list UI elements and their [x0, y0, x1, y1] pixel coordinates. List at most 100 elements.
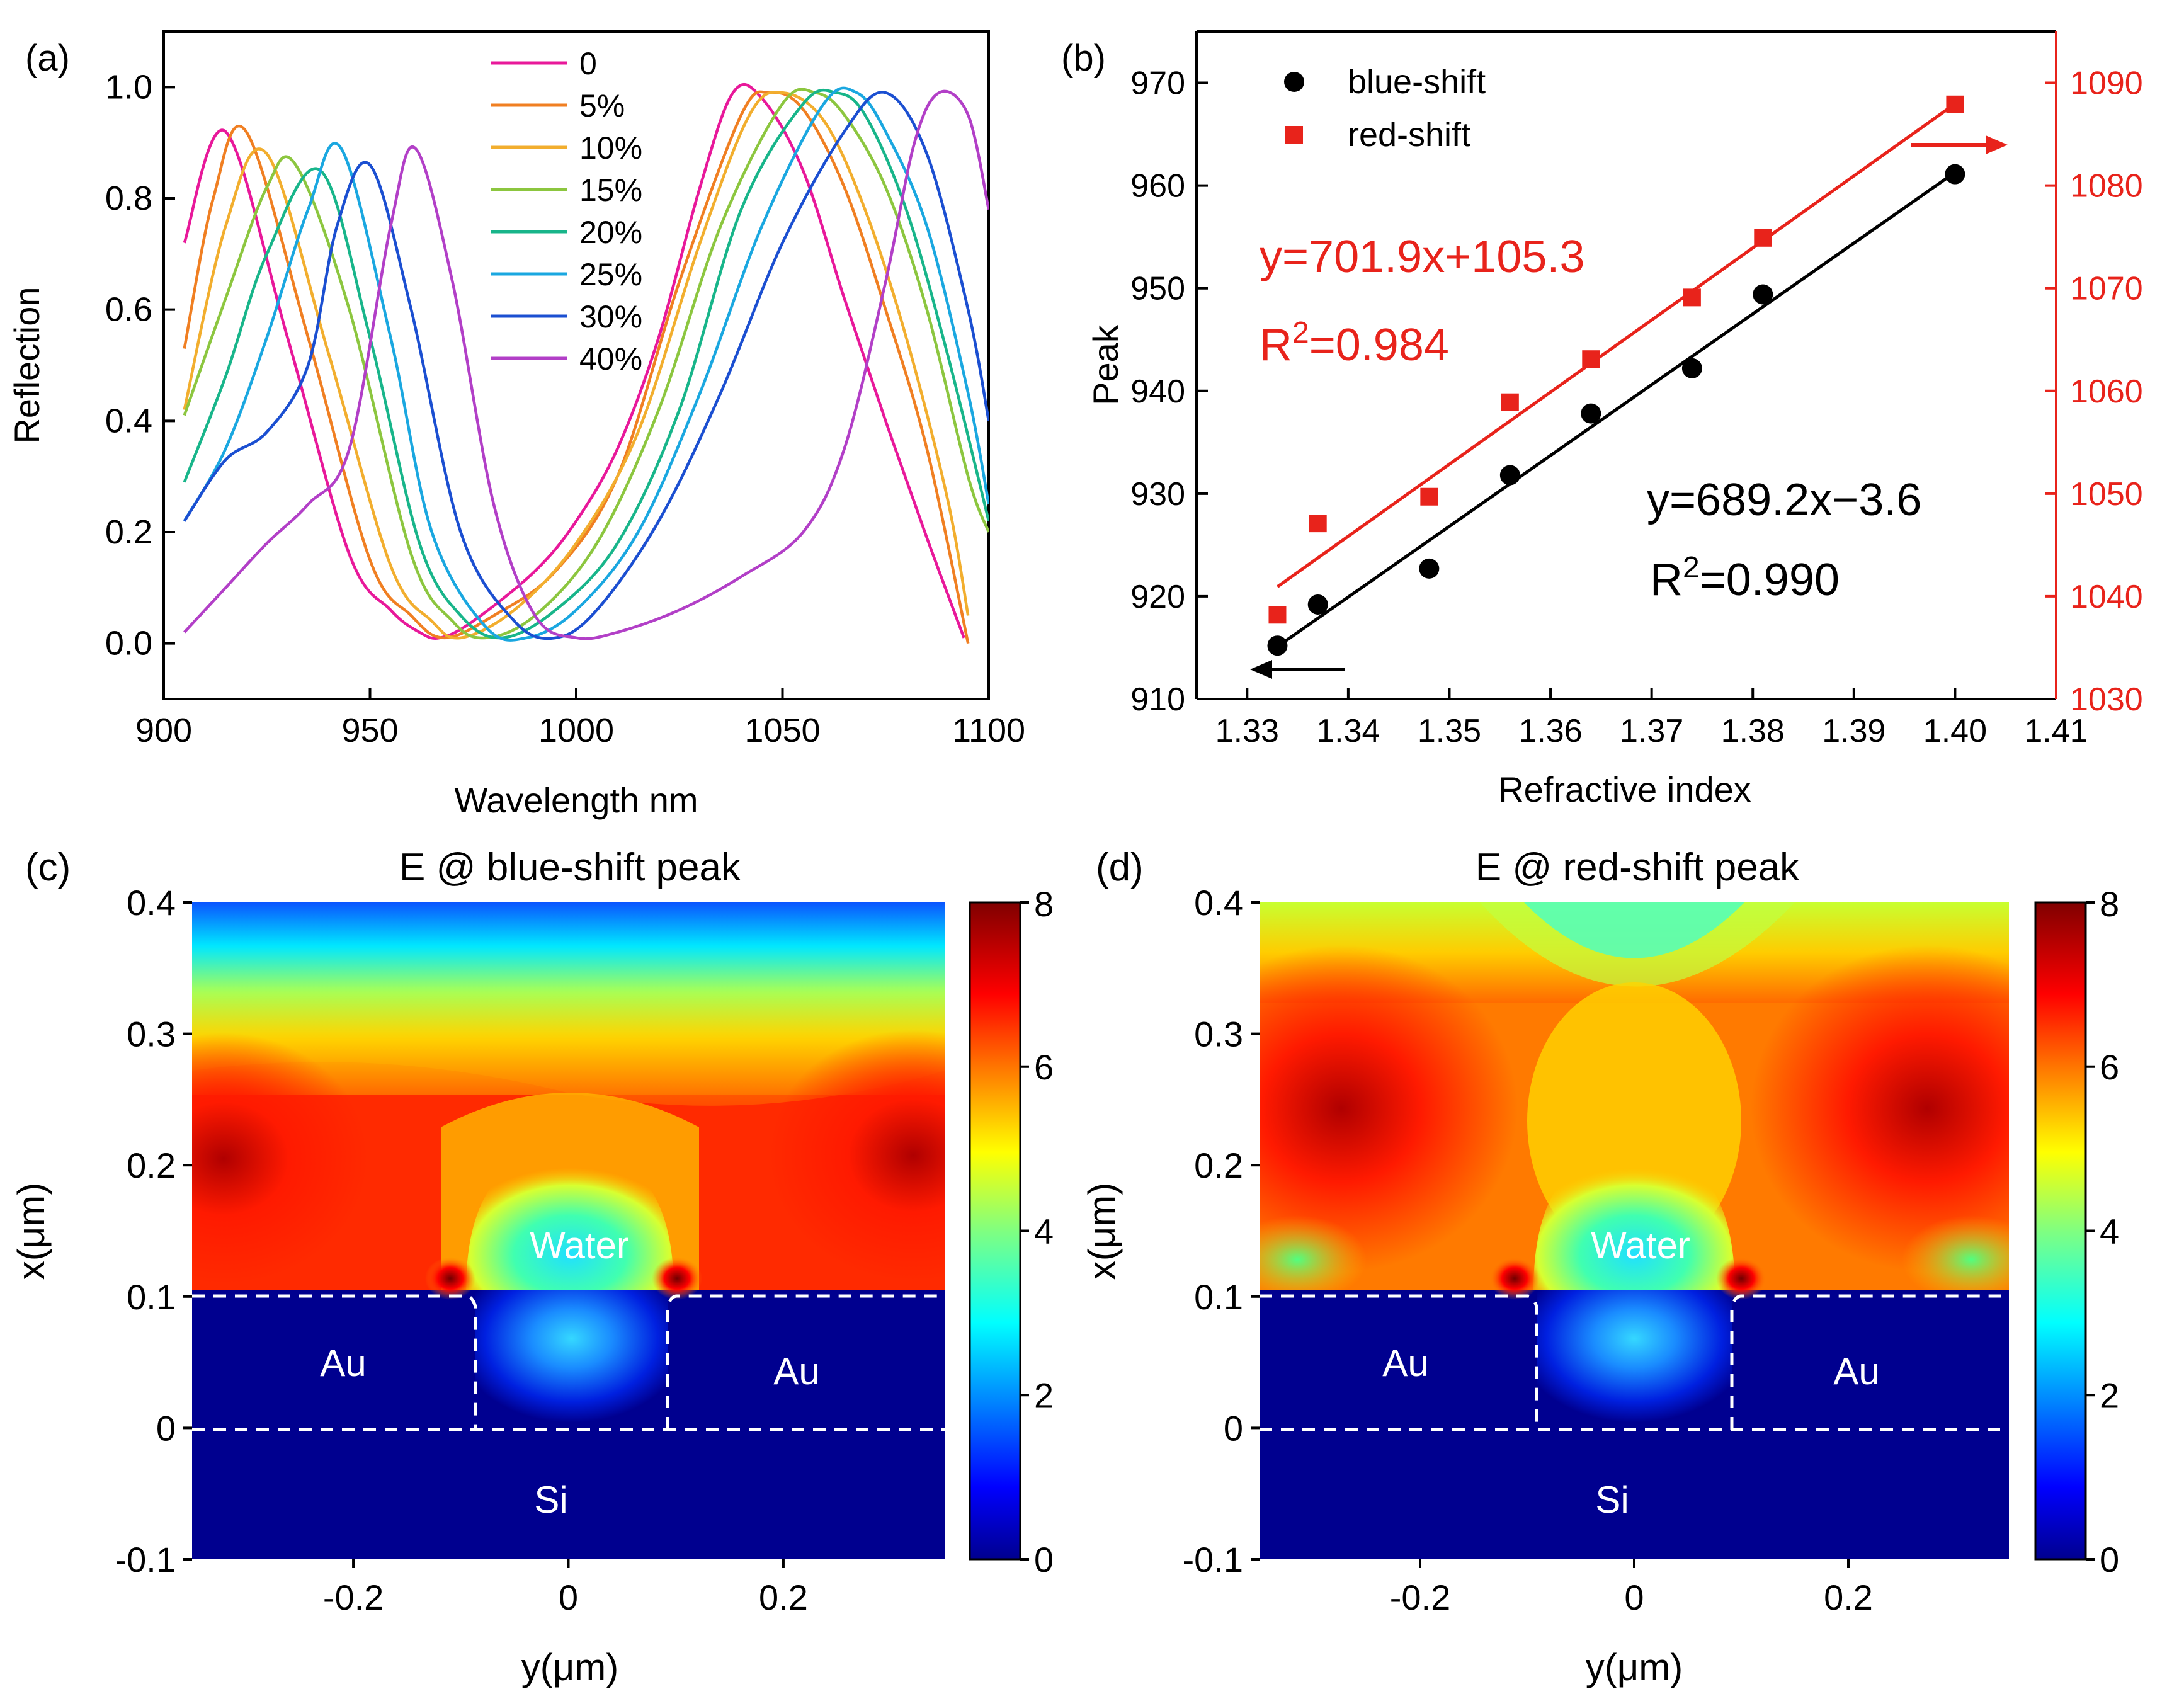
x-axis-ticks: -0.2 0 0.2 [323, 1559, 808, 1617]
colorbar-tick-label: 4 [2100, 1212, 2119, 1251]
panel-label: (a) [25, 38, 70, 79]
right-tick-label: 1060 [2070, 373, 2143, 410]
curve-40% [183, 89, 989, 640]
fit-line-left [1277, 171, 1956, 648]
legend-marker-blue-shift [1284, 72, 1304, 92]
heatmap [1260, 902, 2009, 1559]
black-fit-equation: y=689.2x−3.6 [1647, 475, 1921, 525]
point-red-shift [1582, 350, 1600, 368]
y-tick-label: 0.4 [1194, 883, 1243, 923]
right-tick-label: 1090 [2070, 65, 2143, 102]
right-tick-label: 1070 [2070, 271, 2143, 307]
x-tick-label: 0 [1624, 1578, 1644, 1617]
colorbar-ticks: 0 2 4 6 8 [2086, 884, 2119, 1579]
x-axis-ticks: 900 950 1000 1050 1100 [135, 688, 1025, 749]
panel-label: (b) [1061, 38, 1106, 79]
colorbar-tick-label: 2 [2100, 1375, 2119, 1415]
x-tick-label: 0 [559, 1578, 578, 1617]
y-tick-label: 0.1 [127, 1277, 176, 1317]
point-blue-shift [1499, 465, 1520, 486]
legend-label: 25% [579, 257, 642, 292]
colorbar-tick-label: 6 [2100, 1047, 2119, 1087]
left-tick-label: 960 [1130, 168, 1185, 205]
legend-marker-red-shift [1285, 126, 1303, 144]
y-axis-label: x(μm) [10, 1183, 52, 1280]
legend-label: 40% [579, 341, 642, 377]
x-tick-label: 1.33 [1215, 713, 1279, 749]
right-tick-label: 1040 [2070, 579, 2143, 615]
x-axis-ticks: -0.2 0 0.2 [1390, 1559, 1873, 1617]
panel-a: (a) 900 950 1000 1050 1100 0.0 0.2 0.4 0.6 0.8 1.… [7, 30, 1025, 820]
x-tick-label: -0.2 [323, 1578, 384, 1617]
x-axis-label: y(μm) [521, 1646, 619, 1688]
curve-5% [183, 90, 970, 644]
y-axis-label: Reflection [7, 287, 47, 443]
legend-label: 5% [579, 88, 625, 123]
panel-label: (c) [25, 846, 71, 889]
point-blue-shift [1753, 284, 1773, 305]
point-blue-shift [1681, 358, 1702, 378]
left-tick-label: 940 [1130, 373, 1185, 410]
region-label-water: Water [530, 1224, 629, 1266]
x-axis-label: Refractive index [1498, 770, 1751, 809]
plot-frame [162, 30, 990, 700]
colorbar-tick-label: 8 [2100, 884, 2119, 924]
x-tick-label: 1.36 [1518, 713, 1582, 749]
region-label-si: Si [534, 1479, 567, 1521]
heatmap [192, 902, 945, 1559]
plot-title: E @ red-shift peak [1476, 846, 1800, 889]
colorbar-tick-label: 8 [1034, 884, 1054, 924]
legend-label: 30% [579, 299, 642, 334]
right-tick-label: 1030 [2070, 681, 2143, 718]
y-axis-ticks: -0.1 0 0.1 0.2 0.3 0.4 [115, 883, 192, 1579]
region-label-au-left: Au [320, 1342, 366, 1384]
x-tick-label: 1.38 [1721, 713, 1785, 749]
colorbar-ticks: 0 2 4 6 8 [1020, 884, 1054, 1579]
legend-label: 10% [579, 130, 642, 166]
x-tick-label: 1.40 [1923, 713, 1987, 749]
x-tick-label: 1100 [952, 712, 1025, 749]
y-axis-ticks: -0.1 0 0.1 0.2 0.3 0.4 [1183, 883, 1260, 1579]
left-tick-label: 920 [1130, 579, 1185, 615]
legend-label-blue-shift: blue-shift [1348, 63, 1486, 101]
point-blue-shift [1419, 558, 1440, 579]
y-tick-label: 0.4 [127, 883, 176, 923]
point-blue-shift [1307, 594, 1328, 615]
data-points [1267, 95, 1965, 656]
left-tick-label: 910 [1130, 681, 1185, 718]
colorbar-tick-label: 4 [1034, 1212, 1054, 1251]
red-fit-equation: y=701.9x+105.3 [1260, 232, 1584, 282]
x-tick-label: 1.35 [1418, 713, 1481, 749]
x-tick-label: 0.2 [759, 1578, 808, 1617]
point-red-shift [1946, 95, 1964, 113]
panel-c: (c) E @ blue-shift peak Water Au Au Si -… [10, 846, 1054, 1688]
y-axis-ticks: 0.0 0.2 0.4 0.6 0.8 1.0 [105, 68, 175, 662]
point-blue-shift [1945, 164, 1965, 185]
region-label-au-right: Au [773, 1350, 819, 1392]
y-tick-label: 0.0 [105, 625, 152, 662]
colorbar-tick-label: 0 [2100, 1540, 2119, 1579]
fit-lines [1277, 102, 1956, 648]
colorbar-tick-label: 0 [1034, 1540, 1054, 1579]
y-tick-label: 0.4 [105, 402, 152, 440]
point-red-shift [1420, 487, 1438, 506]
y-tick-label: 0 [1224, 1408, 1243, 1448]
left-axis-arrow [1250, 660, 1345, 679]
curve-0 [183, 83, 965, 640]
left-tick-label: 930 [1130, 476, 1185, 513]
y-tick-label: 0.6 [105, 291, 152, 329]
colorbar [2034, 901, 2087, 1561]
left-axis-ticks: 910 920 930 940 950 960 970 [1130, 65, 1208, 718]
colorbar-tick-label: 2 [1034, 1375, 1054, 1415]
legend-label: 0 [579, 46, 597, 81]
x-tick-label: 950 [341, 712, 398, 749]
right-tick-label: 1050 [2070, 476, 2143, 513]
legend: 0 5% 10% 15% 20% 25% 30% 40% [491, 46, 642, 377]
region-label-water: Water [1591, 1224, 1690, 1266]
point-blue-shift [1581, 403, 1601, 424]
point-red-shift [1754, 229, 1772, 247]
x-tick-label: -0.2 [1390, 1578, 1451, 1617]
black-fit-r2: R2=0.990 [1650, 551, 1840, 605]
y-tick-label: 0.1 [1194, 1277, 1243, 1317]
legend-label-red-shift: red-shift [1348, 116, 1470, 154]
